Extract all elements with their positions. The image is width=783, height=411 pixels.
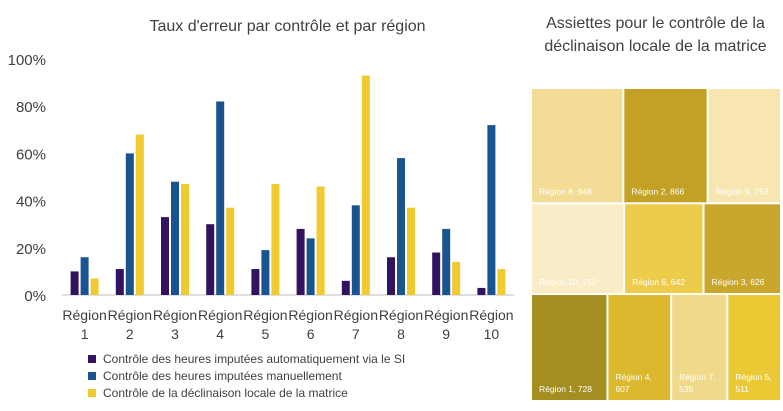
x-tick-label: 10 [484,326,500,342]
bar [432,252,441,295]
treemap-label: Région 8, 948 [539,186,592,196]
x-tick-label: Région [153,307,197,323]
x-tick-label: 5 [262,326,270,342]
treemap-label: Région 5, [735,372,771,382]
bar [80,257,89,295]
x-tick-label: Région [108,307,152,323]
bar [226,207,235,295]
legend-label: Contrôle des heures imputées automatique… [103,351,406,366]
bar [135,134,144,295]
x-tick-label: Région [288,307,332,323]
bar-chart-title: Taux d'erreur par contrôle et par région [149,18,426,35]
bar-chart-panel: Taux d'erreur par contrôle et par région… [8,18,514,401]
treemap-label: 511 [735,384,749,394]
x-tick-label: Région [62,307,106,323]
y-tick-label: 80% [16,99,46,116]
bar [271,184,280,295]
treemap-label: 607 [615,384,629,394]
y-tick-label: 100% [8,52,46,69]
legend-label: Contrôle de la déclinaison locale de la … [103,385,348,400]
bar [90,278,99,295]
treemap-label: Région 1, 728 [539,384,592,394]
x-tick-label: 7 [352,326,360,342]
bar-chart: 0% 20% 40% 60% 80% 100% Région 1 Région 2 Région 3 R… [8,52,514,342]
treemap-label: Région 10, 752 [539,277,597,287]
treemap-label: Région 4, [615,372,651,382]
y-tick-label: 20% [16,241,46,258]
bar [361,75,370,296]
y-tick-label: 60% [16,146,46,163]
bar [452,261,461,295]
x-tick-label: 2 [126,326,134,342]
bar [387,257,395,295]
treemap-cell [532,295,607,400]
x-tick-label: Région [379,307,423,323]
legend-swatch [88,388,96,397]
legend-item: Contrôle des heures imputées manuellemen… [88,367,405,384]
treemap-chart: Région 8, 948 Région 2, 866 Région 9, 753 R… [532,89,780,400]
x-tick-label: 1 [81,326,89,342]
treemap-label: Région 3, 626 [712,277,765,287]
x-tick-label: Région [198,307,242,323]
y-tick-label: 40% [16,194,46,211]
bar [296,228,305,295]
bar [181,184,189,295]
treemap-label: Région 2, 866 [631,186,684,196]
x-tick-label: 6 [307,326,315,342]
bar [341,280,350,295]
legend-item: Contrôle des heures imputées automatique… [88,350,405,367]
treemap-label: Région 7, [679,372,715,382]
bar [487,125,496,295]
bar [306,238,315,295]
bar [442,228,451,295]
treemap-cell [608,295,671,400]
x-tick-label: Région [243,307,287,323]
bar [261,250,270,295]
bar [251,269,260,295]
treemap-label: Région 9, 753 [716,186,769,196]
bar [70,271,79,295]
treemap-label: 535 [679,384,693,394]
treemap-cell [624,89,707,203]
treemap-title: Assiettes pour le contrôle de la déclina… [544,15,767,55]
x-tick-label: Région [469,307,513,323]
bar [407,207,415,295]
bar [477,287,486,295]
legend-item: Contrôle de la déclinaison locale de la … [88,384,405,401]
bar [216,101,225,295]
legend-swatch [88,371,96,380]
x-tick-label: Région [424,307,468,323]
bar [171,181,179,295]
x-tick-label: Région [334,307,378,323]
bar [397,158,405,295]
bar [316,186,325,295]
x-tick-label: 4 [216,326,224,342]
legend-swatch [88,354,96,363]
treemap-label: Région 6, 642 [632,277,685,287]
bar [206,224,215,295]
bar [351,205,360,295]
treemap-cell [532,204,624,294]
bar [125,153,134,295]
bar [497,269,506,295]
bar-chart-legend: Contrôle des heures imputées automatique… [88,350,405,401]
treemap-panel: Assiettes pour le contrôle de la déclina… [528,0,783,411]
treemap-cell [728,295,780,400]
treemap-cell [625,204,703,294]
bar [115,269,124,295]
treemap-cell [532,89,623,203]
treemap-cell [708,89,780,203]
y-tick-label: 0% [24,288,46,305]
x-tick-label: 3 [171,326,179,342]
x-tick-label: 9 [442,326,450,342]
treemap-cell [672,295,727,400]
treemap-cell [704,204,780,294]
x-tick-label: 8 [397,326,405,342]
bar [161,217,169,295]
legend-label: Contrôle des heures imputées manuellemen… [103,368,342,383]
